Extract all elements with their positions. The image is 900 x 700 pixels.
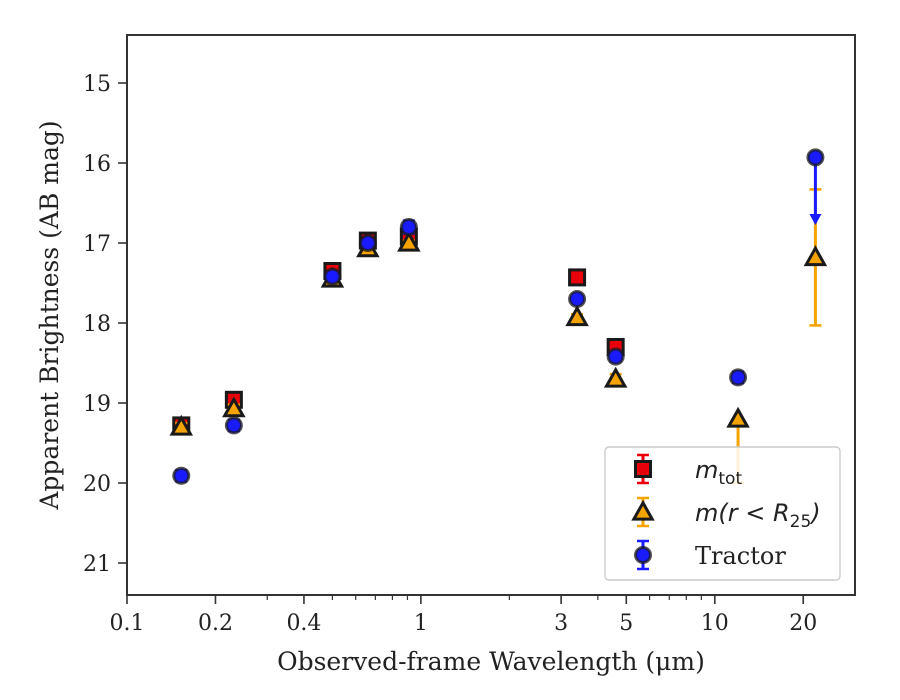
data-point: [606, 347, 625, 366]
x-tick-label: 10: [701, 611, 729, 636]
y-tick-label: 19: [83, 392, 111, 417]
marker-square: [568, 268, 587, 287]
x-tick-label: 0.4: [286, 611, 321, 636]
legend-label: m(r < R25): [695, 499, 821, 532]
data-point: [568, 290, 587, 308]
y-tick-label: 20: [83, 472, 111, 497]
y-tick-label: 17: [83, 232, 111, 257]
x-axis-label: Observed-frame Wavelength (μm): [277, 647, 705, 676]
x-tick-label: 0.2: [198, 611, 233, 636]
data-point: [806, 148, 825, 225]
x-tick-label: 3: [554, 611, 568, 636]
data-point: [399, 218, 418, 236]
x-tick-label: 0.1: [110, 611, 145, 636]
marker-circle: [323, 267, 342, 286]
marker-circle: [729, 368, 748, 387]
y-tick-label: 18: [83, 312, 111, 337]
marker-triangle: [726, 406, 750, 428]
marker-circle: [568, 290, 587, 308]
data-point: [222, 396, 246, 418]
data-point: [169, 414, 194, 436]
plot-frame: [126, 34, 856, 596]
legend-marker-triangle: [631, 499, 655, 521]
data-point: [397, 230, 421, 252]
legend-label: Tractor: [695, 542, 786, 570]
x-tick-label: 5: [619, 611, 633, 636]
legend-label: mtot: [695, 456, 742, 489]
x-tick-label: 20: [789, 611, 817, 636]
legend-marker-square: [634, 460, 652, 478]
marker-triangle: [803, 245, 828, 267]
series-circle: [172, 148, 825, 485]
y-tick-label: 21: [83, 552, 111, 577]
marker-circle: [224, 416, 243, 435]
legend: mtot m(r < R25) Tractor: [604, 446, 841, 581]
legend-entry: mtot: [634, 453, 742, 489]
data-point: [172, 466, 191, 485]
legend-entry: m(r < R25): [631, 496, 821, 532]
marker-triangle: [222, 396, 246, 418]
data-point: [323, 267, 342, 286]
data-point: [729, 368, 748, 387]
series-square: [172, 227, 625, 435]
data-point: [224, 416, 243, 435]
series-triangle: [169, 188, 828, 485]
marker-circle: [606, 347, 625, 366]
y-tick-label: 16: [83, 152, 111, 177]
marker-triangle: [565, 305, 589, 327]
marker-triangle: [397, 230, 421, 252]
data-point: [358, 234, 377, 252]
marker-triangle: [603, 366, 628, 388]
legend-entry: Tractor: [634, 539, 786, 571]
marker-triangle: [169, 414, 194, 436]
y-tick-label: 15: [83, 72, 111, 97]
marker-circle: [358, 234, 377, 252]
marker-circle: [806, 148, 825, 167]
axes: 0.1 0.2 0.4 1 3 5 10 20 15 16 17 18 19 20 21: [83, 34, 856, 636]
legend-marker-circle: [634, 546, 652, 564]
marker-circle: [399, 218, 418, 236]
data-point: [568, 268, 587, 287]
y-axis-label: Apparent Brightness (AB mag): [35, 120, 64, 510]
x-tick-label: 1: [414, 611, 428, 636]
upper-limit-arrow: [809, 214, 822, 225]
plot-area: [169, 148, 828, 485]
data-point: [565, 305, 589, 327]
data-point: [603, 366, 628, 388]
legend-box: [604, 446, 841, 581]
marker-circle: [172, 466, 191, 485]
